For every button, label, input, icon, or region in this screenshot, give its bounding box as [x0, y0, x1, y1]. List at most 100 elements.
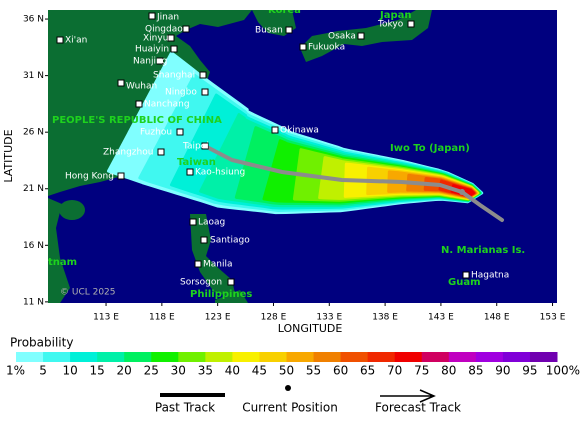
- colorbar-label: 20: [117, 364, 132, 378]
- region-label: Guam: [448, 277, 481, 288]
- colorbar-swatch: [43, 352, 71, 362]
- colorbar-swatch: [421, 352, 450, 362]
- colorbar-swatch: [448, 352, 477, 362]
- place-label: Busan: [255, 26, 283, 36]
- place-marker: [194, 260, 202, 268]
- x-tick-label: 113 E: [93, 313, 119, 323]
- place-marker: [167, 34, 175, 42]
- place-label: Fukuoka: [308, 43, 345, 53]
- place-marker: [462, 271, 470, 279]
- current-position: [459, 189, 465, 195]
- x-tick-label: 123 E: [205, 313, 231, 323]
- colorbar-label: 15: [90, 364, 105, 378]
- colorbar-swatch: [529, 352, 558, 362]
- place-marker: [299, 43, 307, 51]
- place-label: Jinan: [156, 13, 179, 23]
- colorbar-swatch: [475, 352, 504, 362]
- place-label: Fuzhou: [140, 128, 172, 138]
- place-label: Taipei: [182, 142, 209, 152]
- colorbar-label: 85: [468, 364, 483, 378]
- place-label: Osaka: [328, 32, 356, 42]
- y-tick-label: 31 N: [23, 71, 44, 81]
- colorbar-swatch: [340, 352, 369, 362]
- place-label: Manila: [203, 260, 233, 270]
- colorbar-swatch: [124, 352, 152, 362]
- colorbar-swatch: [502, 352, 531, 362]
- x-axis-title: LONGITUDE: [278, 322, 343, 335]
- colorbar-swatch: [394, 352, 423, 362]
- place-label: Qingdao: [145, 25, 183, 35]
- y-tick-label: 11 N: [23, 297, 44, 307]
- colorbar-label: 55: [306, 364, 321, 378]
- place-label: Hagatna: [471, 271, 509, 281]
- place-label: Sorsogon: [180, 278, 222, 288]
- place-label: Kao-hsiung: [195, 168, 245, 178]
- colorbar-label: 100%: [546, 364, 580, 378]
- place-marker: [285, 26, 293, 34]
- x-tick-label: 133 E: [316, 313, 342, 323]
- x-tick-label: 118 E: [149, 313, 175, 323]
- y-tick-label: 16 N: [23, 241, 44, 251]
- place-marker: [182, 25, 190, 33]
- colorbar-swatch: [232, 352, 260, 362]
- y-tick-label: 36 N: [23, 15, 44, 25]
- place-label: Okinawa: [280, 126, 319, 136]
- x-tick-label: 138 E: [372, 313, 398, 323]
- colorbar-label: 90: [495, 364, 510, 378]
- place-marker: [117, 172, 125, 180]
- x-tick-label: 128 E: [261, 313, 287, 323]
- place-label: Wuhan: [126, 82, 157, 92]
- colorbar-swatch: [70, 352, 98, 362]
- colorbar-label: 35: [198, 364, 213, 378]
- place-label: Tokyo: [377, 20, 404, 30]
- colorbar-label: 65: [360, 364, 375, 378]
- place-label: Hong Kong: [65, 172, 114, 182]
- colorbar-label: 1%: [6, 364, 25, 378]
- colorbar-label: 45: [252, 364, 267, 378]
- x-tick-label: 143 E: [428, 313, 454, 323]
- legend-title: Probability: [10, 336, 73, 350]
- place-label: Huaiyin: [135, 45, 169, 55]
- place-marker: [201, 142, 209, 150]
- place-marker: [170, 45, 178, 53]
- place-marker: [199, 71, 207, 79]
- place-label: Ningbo: [165, 88, 197, 98]
- place-marker: [201, 88, 209, 96]
- place-label: Nanjing: [133, 57, 167, 67]
- place-marker: [271, 126, 279, 134]
- forecast-track-key: [380, 389, 436, 403]
- place-marker: [176, 128, 184, 136]
- place-label: Shanghai: [153, 71, 195, 81]
- colorbar-swatch: [259, 352, 287, 362]
- x-tick-label: 148 E: [484, 313, 510, 323]
- region-label: N. Marianas Is.: [441, 245, 525, 256]
- colorbar-label: 5: [39, 364, 47, 378]
- current-position-key: [285, 385, 291, 391]
- place-marker: [148, 12, 156, 20]
- place-label: Nanchang: [144, 100, 190, 110]
- colorbar-swatch: [178, 352, 206, 362]
- colorbar-swatch: [16, 352, 44, 362]
- y-axis-title: LATITUDE: [2, 129, 15, 182]
- place-label: Zhangzhou: [103, 148, 153, 158]
- colorbar-label: 25: [144, 364, 159, 378]
- colorbar-label: 10: [62, 364, 77, 378]
- place-marker: [189, 218, 197, 226]
- colorbar-swatch: [151, 352, 179, 362]
- colorbar-label: 30: [171, 364, 186, 378]
- credit: © UCL 2025: [60, 288, 116, 298]
- storm-track: [203, 144, 464, 194]
- place-marker: [200, 236, 208, 244]
- place-marker: [186, 168, 194, 176]
- colorbar-swatch: [367, 352, 396, 362]
- place-marker: [135, 100, 143, 108]
- place-label: Laoag: [198, 218, 225, 228]
- region-label: Philippines: [190, 289, 252, 300]
- colorbar-swatch: [286, 352, 315, 362]
- colorbar-label: 60: [333, 364, 348, 378]
- colorbar-swatch: [205, 352, 233, 362]
- forecast-track: [460, 190, 504, 222]
- region-label: Korea: [268, 5, 301, 16]
